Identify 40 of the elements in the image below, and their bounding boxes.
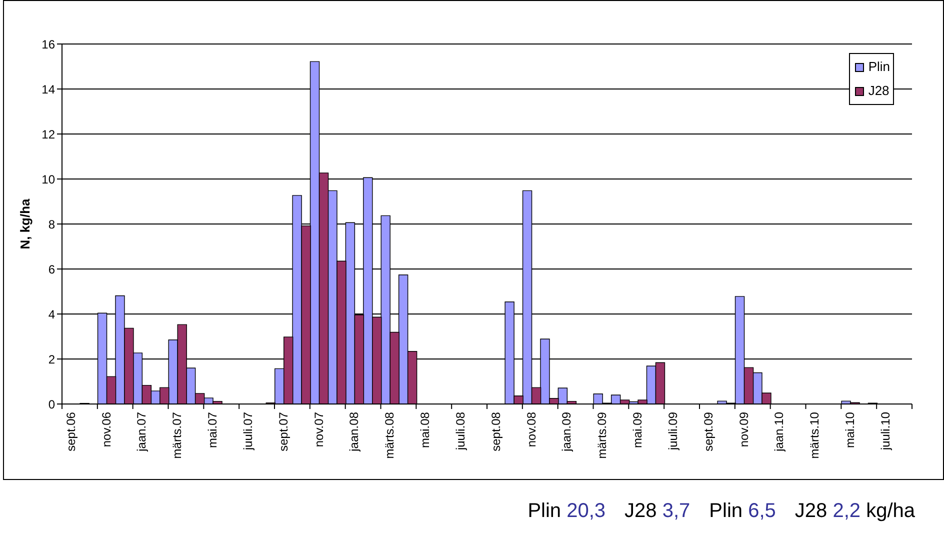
x-tick-label: märts.10 bbox=[808, 412, 822, 459]
text: J28 2,2 kg/ha bbox=[794, 500, 915, 522]
x-tick-label: nov.07 bbox=[312, 412, 326, 448]
legend-label: Plin bbox=[868, 58, 890, 76]
x-tick-label: märts.08 bbox=[382, 412, 397, 459]
y-axis-title: N, kg/ha bbox=[18, 198, 33, 250]
x-tick-label: nov.09 bbox=[736, 412, 751, 448]
x-tick-label: sept.08 bbox=[488, 412, 503, 452]
x-tick-label: mai.08 bbox=[418, 412, 432, 448]
x-tick-label: sept.06 bbox=[64, 412, 78, 452]
x-tick-label: jaan.08 bbox=[347, 412, 362, 452]
x-tick-label: juuli.09 bbox=[666, 412, 680, 452]
y-tick-label: 12 bbox=[42, 127, 56, 142]
x-tick-label: jaan.07 bbox=[134, 412, 149, 452]
y-tick-label: 16 bbox=[42, 37, 56, 52]
y-tick-label: 8 bbox=[48, 217, 56, 232]
x-tick-label: jaan.09 bbox=[560, 412, 574, 452]
y-tick-label: 14 bbox=[42, 82, 56, 96]
x-tick-label: sept.07 bbox=[276, 412, 290, 452]
x-tick-label: nov.06 bbox=[99, 412, 114, 448]
x-tick-label: sept.09 bbox=[701, 412, 716, 452]
y-tick-label: 2 bbox=[48, 352, 56, 366]
x-tick-label: juuli.07 bbox=[240, 412, 255, 452]
x-tick-label: jaan.10 bbox=[772, 412, 786, 452]
y-tick-label: 4 bbox=[48, 307, 56, 322]
y-tick-label: 6 bbox=[48, 262, 56, 276]
x-tick-label: mai.07 bbox=[206, 412, 220, 448]
y-tick-label: 0 bbox=[48, 397, 56, 412]
text: Plin 20,3 bbox=[528, 500, 606, 522]
legend-label: J28 bbox=[868, 82, 890, 100]
x-tick-label: juuli.08 bbox=[453, 412, 468, 452]
x-tick-label: märts.07 bbox=[170, 412, 184, 459]
x-tick-label: mai.10 bbox=[843, 412, 858, 448]
x-tick-label: nov.08 bbox=[524, 412, 538, 448]
text: Plin 6,5 bbox=[709, 500, 776, 522]
x-tick-label: juuli.10 bbox=[878, 412, 892, 452]
x-tick-label: märts.09 bbox=[595, 412, 610, 459]
y-tick-label: 10 bbox=[42, 172, 56, 186]
text: J28 3,7 bbox=[624, 500, 690, 522]
x-tick-label: mai.09 bbox=[630, 412, 645, 448]
